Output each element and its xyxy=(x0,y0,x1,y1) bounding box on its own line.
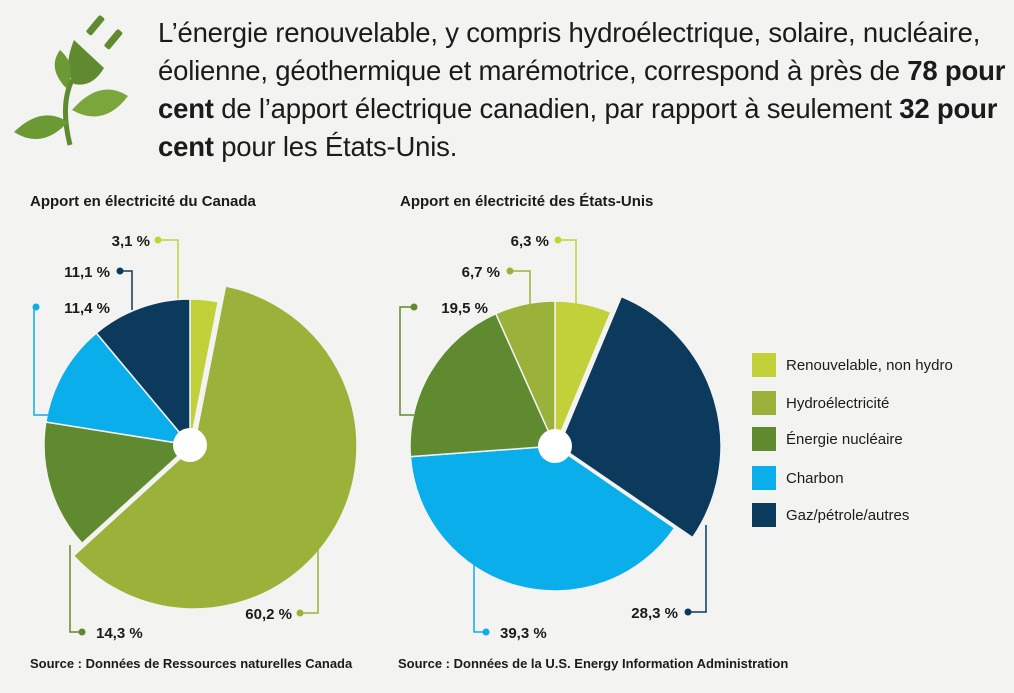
pie-slice-gaz xyxy=(95,298,191,448)
chart-title-us: Apport en électricité des États-Unis xyxy=(400,193,654,210)
leader-dot xyxy=(32,303,40,311)
legend-swatch xyxy=(752,353,776,377)
slice-label-renouvelable: 3,1 % xyxy=(112,233,150,250)
plug-plant-icon xyxy=(14,15,128,146)
legend-label: Hydroélectricité xyxy=(786,394,890,412)
leader-line xyxy=(69,545,82,633)
slice-label-charbon: 11,4 % xyxy=(64,300,110,317)
headline-part3: pour les États-Unis. xyxy=(213,131,458,162)
headline-part2: de l’apport électrique canadien, par rap… xyxy=(213,93,900,124)
legend-item-charbon: Charbon xyxy=(752,465,844,491)
leader-line xyxy=(158,239,179,308)
leader-line xyxy=(300,540,319,614)
legend-item-renouvelable: Renouvelable, non hydro xyxy=(752,352,953,378)
pie-chart-canada: 3,1 % 60,2 % 14,3 % 11,4 % 11,1 % xyxy=(32,233,358,642)
headline-highlight-us: 32 pour cent xyxy=(158,93,998,162)
slice-label-hydro: 60,2 % xyxy=(245,606,292,623)
leader-line xyxy=(473,560,486,633)
slice-label-nucleaire: 19,5 % xyxy=(441,300,488,317)
slice-label-renouvelable: 6,3 % xyxy=(511,233,549,250)
pie-center-hole xyxy=(538,429,572,463)
leader-line xyxy=(33,306,50,416)
leader-dot xyxy=(482,628,490,636)
pie-slice-charbon xyxy=(409,445,676,592)
legend-swatch xyxy=(752,503,776,527)
leader-line xyxy=(120,270,133,310)
pie-slice-hydro xyxy=(72,285,358,610)
pie-chart-us: 6,3 % 28,3 % 39,3 % 19,5 % 6,7 % xyxy=(399,233,722,642)
headline-part1: L’énergie renouvelable, y compris hydroé… xyxy=(158,17,981,86)
leader-dot xyxy=(506,267,514,275)
slice-label-gaz: 28,3 % xyxy=(631,605,678,622)
pie-slice-gaz xyxy=(558,295,722,539)
pie-center-hole xyxy=(173,428,207,462)
leader-line xyxy=(558,239,577,305)
slice-label-gaz: 11,1 % xyxy=(64,264,110,281)
slice-label-hydro: 6,7 % xyxy=(462,264,500,281)
source-canada: Source : Données de Ressources naturelle… xyxy=(30,656,353,671)
leader-line xyxy=(510,270,531,310)
slice-label-charbon: 39,3 % xyxy=(500,625,547,642)
headline: L’énergie renouvelable, y compris hydroé… xyxy=(158,14,1008,166)
leader-dot xyxy=(154,236,162,244)
leader-line xyxy=(399,306,414,416)
leader-dot xyxy=(296,609,304,617)
leader-dot xyxy=(410,303,418,311)
leader-dot xyxy=(78,628,86,636)
legend-label: Gaz/pétrole/autres xyxy=(786,506,910,524)
leader-line xyxy=(688,525,707,613)
legend-label: Énergie nucléaire xyxy=(786,430,903,448)
pie-slice-charbon xyxy=(44,331,192,447)
source-us: Source : Données de la U.S. Energy Infor… xyxy=(398,656,789,671)
headline-highlight-canada: 78 pour cent xyxy=(158,55,1006,124)
pie-slice-nucleaire xyxy=(409,312,557,458)
legend-swatch xyxy=(752,427,776,451)
legend-label: Charbon xyxy=(786,469,844,487)
legend-item-gaz: Gaz/pétrole/autres xyxy=(752,502,909,528)
legend-label: Renouvelable, non hydro xyxy=(786,356,953,374)
leader-dot xyxy=(116,267,124,275)
chart-title-canada: Apport en électricité du Canada xyxy=(30,193,256,210)
legend-swatch xyxy=(752,466,776,490)
slice-label-nucleaire: 14,3 % xyxy=(96,625,143,642)
pie-slice-nucleaire xyxy=(43,421,192,545)
legend-item-nucleaire: Énergie nucléaire xyxy=(752,426,903,452)
legend-item-hydro: Hydroélectricité xyxy=(752,390,889,416)
leader-dot xyxy=(684,608,692,616)
pie-slice-hydro xyxy=(494,300,556,447)
legend-swatch xyxy=(752,391,776,415)
leader-dot xyxy=(554,236,562,244)
